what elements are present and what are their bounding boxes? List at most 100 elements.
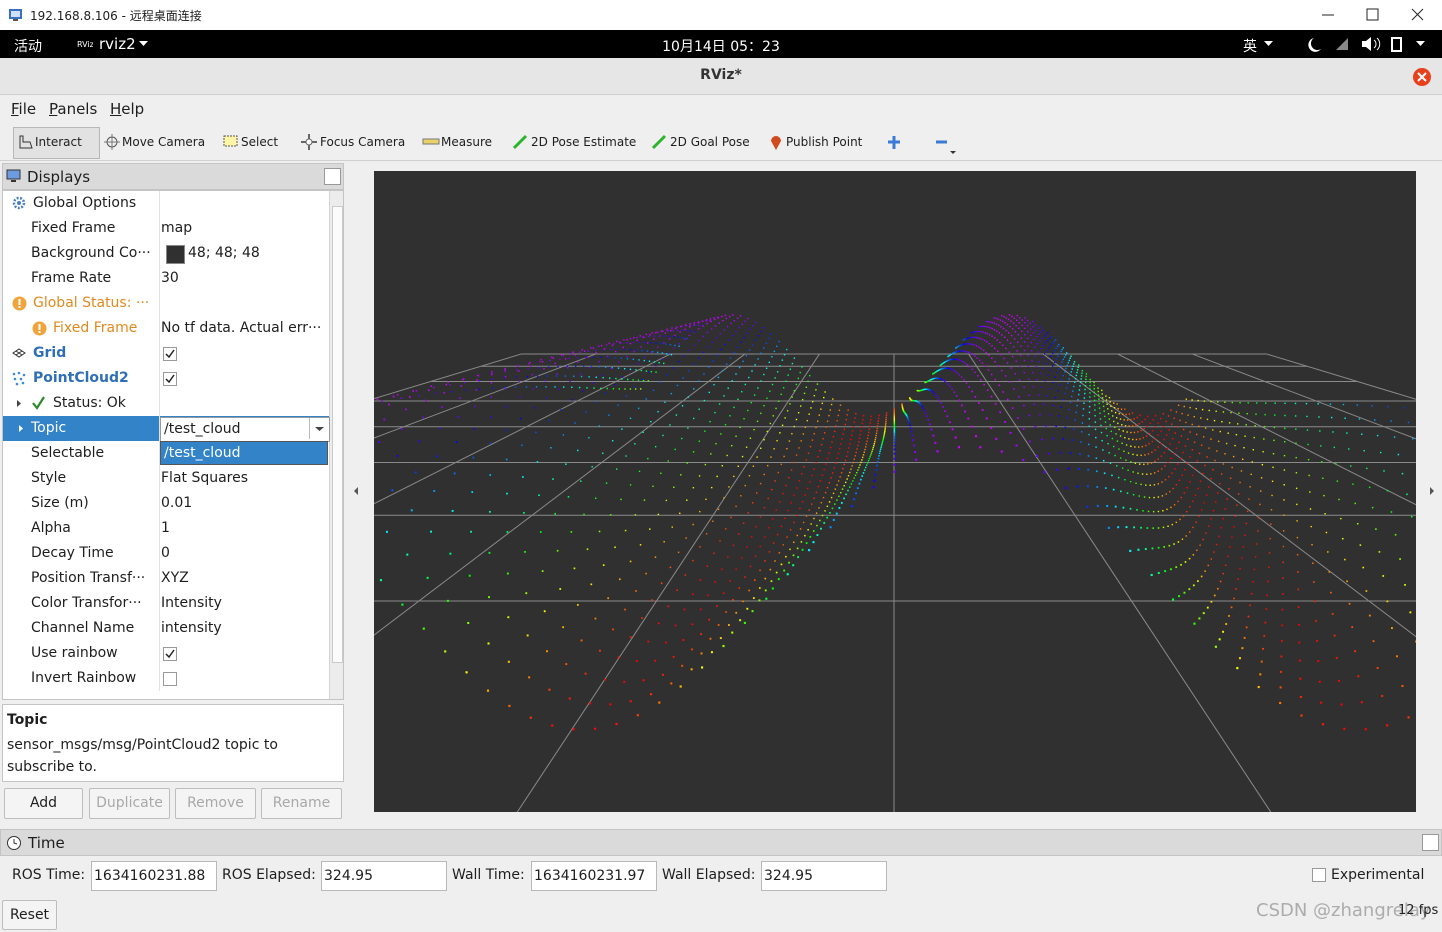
field-value[interactable]: 324.95 <box>761 861 887 891</box>
cloud-point <box>400 397 403 399</box>
app-menu[interactable]: rviz2 <box>99 35 136 53</box>
topic-option[interactable]: /test_cloud <box>160 441 328 465</box>
undock-button[interactable] <box>1422 834 1439 851</box>
cloud-icon <box>12 371 26 386</box>
cloud-point <box>835 462 837 464</box>
cloud-point <box>1378 551 1381 553</box>
cloud-point <box>697 321 700 323</box>
cloud-point <box>548 419 550 422</box>
menu-item[interactable]: File <box>11 100 37 118</box>
cloud-point <box>1111 410 1113 412</box>
cloud-point <box>994 347 996 350</box>
cloud-point <box>648 371 650 373</box>
add-button[interactable]: Add <box>4 788 83 819</box>
tool-button[interactable]: Focus Camera <box>320 135 406 149</box>
tool-button[interactable]: Select <box>241 135 279 149</box>
cloud-point <box>1157 470 1159 472</box>
cloud-point <box>1031 360 1033 362</box>
cloud-point <box>1220 527 1222 529</box>
cloud-point <box>970 336 972 339</box>
duplicate-button[interactable]: Duplicate <box>89 788 170 819</box>
cloud-point <box>545 386 547 388</box>
cloud-point <box>624 608 626 611</box>
window-title-bar: 192.168.8.106 - 远程桌面连接 <box>0 0 1442 30</box>
checkbox[interactable] <box>163 672 177 686</box>
menu-item[interactable]: Help <box>110 100 145 118</box>
cloud-point <box>1000 326 1002 328</box>
cloud-point <box>700 633 702 635</box>
topic-combobox[interactable] <box>160 417 330 442</box>
tool-button[interactable]: Interact <box>35 135 82 149</box>
field-value[interactable]: 1634160231.97 <box>531 861 657 891</box>
tool-button[interactable]: 2D Goal Pose <box>670 135 750 149</box>
cloud-point <box>934 441 937 444</box>
checkbox[interactable] <box>163 347 177 361</box>
cloud-point <box>508 704 511 708</box>
cloud-point <box>893 415 896 418</box>
reset-button[interactable]: Reset <box>2 900 57 930</box>
cloud-point <box>638 341 641 344</box>
tool-button[interactable]: Publish Point <box>786 135 863 149</box>
menu-item[interactable]: Panels <box>49 100 98 118</box>
splitter-arrow[interactable] <box>1428 486 1436 496</box>
cloud-point <box>749 328 752 331</box>
tool-button[interactable]: Move Camera <box>122 135 206 149</box>
rename-button[interactable]: Rename <box>261 788 342 819</box>
cloud-point <box>709 420 711 423</box>
cloud-point <box>805 386 808 388</box>
splitter-arrow[interactable] <box>352 486 360 496</box>
checkbox[interactable] <box>163 647 177 661</box>
cloud-point <box>1157 496 1160 498</box>
cloud-point <box>1243 636 1246 639</box>
cloud-point <box>589 702 592 705</box>
undock-button[interactable] <box>324 168 341 185</box>
scrollbar[interactable] <box>329 191 343 699</box>
cloud-point <box>980 379 982 381</box>
cloud-point <box>1254 556 1257 558</box>
cloud-point <box>715 337 718 339</box>
cloud-point <box>1154 460 1156 463</box>
input-method[interactable]: 英 <box>1243 39 1257 55</box>
remove-button[interactable]: Remove <box>175 788 256 819</box>
cloud-point <box>1129 480 1132 483</box>
tool-button[interactable]: 2D Pose Estimate <box>531 135 637 149</box>
status-icons[interactable] <box>1264 35 1434 53</box>
cloud-point <box>955 351 958 353</box>
cloud-point <box>994 378 997 381</box>
cloud-point <box>637 362 639 365</box>
close-button[interactable] <box>1412 67 1432 87</box>
scrollbar-thumb[interactable] <box>332 206 343 663</box>
cloud-point <box>381 400 383 403</box>
checkbox[interactable] <box>163 372 177 386</box>
cloud-point <box>691 648 693 651</box>
experimental-checkbox[interactable] <box>1312 868 1326 882</box>
tool-button[interactable]: Measure <box>441 135 492 149</box>
cloud-point <box>1312 562 1314 564</box>
cloud-point <box>1274 402 1276 404</box>
cloud-point <box>555 375 558 377</box>
clock[interactable]: 10月14日 05：23 <box>662 39 780 55</box>
cloud-point <box>571 386 573 388</box>
cloud-point <box>800 541 803 543</box>
cloud-point <box>1386 724 1389 727</box>
render-view[interactable] <box>374 171 1416 812</box>
field-value[interactable]: 1634160231.88 <box>91 861 217 891</box>
activities[interactable]: 活动 <box>14 39 42 55</box>
field-value[interactable]: 324.95 <box>321 861 447 891</box>
cloud-point <box>949 354 951 356</box>
cloud-point <box>1202 436 1205 438</box>
cloud-point <box>1191 399 1193 401</box>
cloud-point <box>376 398 379 401</box>
cloud-point <box>1065 387 1068 389</box>
cloud-point <box>893 470 896 473</box>
cloud-point <box>1062 358 1065 361</box>
cloud-point <box>860 461 862 464</box>
cloud-point <box>876 425 879 427</box>
cloud-point <box>948 421 951 424</box>
cloud-point <box>881 442 883 444</box>
cloud-point <box>586 548 589 551</box>
cloud-point <box>758 599 761 602</box>
cloud-point <box>988 354 990 356</box>
cloud-point <box>993 337 996 339</box>
cloud-point <box>819 480 822 482</box>
